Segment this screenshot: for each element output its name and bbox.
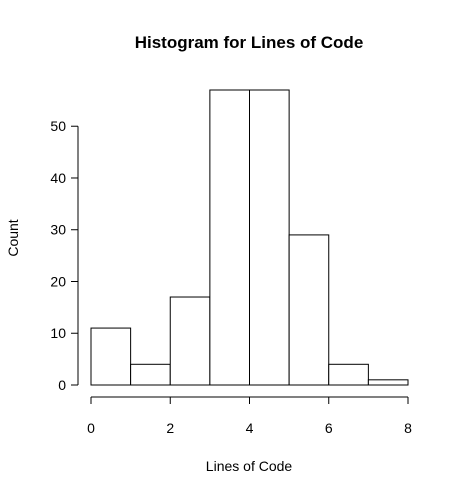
histogram-bar-2	[169, 296, 211, 386]
histogram-bar-6	[328, 363, 369, 386]
histogram-bar-0	[90, 327, 132, 386]
bars-group	[90, 89, 409, 386]
x-tick-label-2: 4	[246, 420, 254, 436]
histogram-bar-1	[130, 363, 171, 386]
y-tick-label-1: 10	[50, 325, 66, 341]
histogram-bar-4	[249, 89, 290, 386]
histogram-bar-7	[367, 379, 409, 386]
x-axis: 0 2 4 6 8	[87, 396, 412, 436]
x-tick-label-1: 2	[166, 420, 174, 436]
y-tick-label-4: 40	[50, 170, 66, 186]
x-tick-label-0: 0	[87, 420, 95, 436]
y-tick-label-0: 0	[58, 377, 66, 393]
y-tick-label-3: 30	[50, 222, 66, 238]
x-tick-label-3: 6	[325, 420, 333, 436]
x-axis-label: Lines of Code	[206, 458, 293, 474]
y-tick-label-2: 20	[50, 273, 66, 289]
y-axis: 0 10 20 30 40 50	[50, 118, 79, 393]
histogram-bar-5	[288, 234, 330, 386]
chart-title: Histogram for Lines of Code	[135, 33, 364, 52]
y-axis-label: Count	[5, 219, 21, 256]
y-tick-label-5: 50	[50, 118, 66, 134]
histogram-bar-3	[209, 89, 250, 386]
x-tick-label-4: 8	[404, 420, 412, 436]
